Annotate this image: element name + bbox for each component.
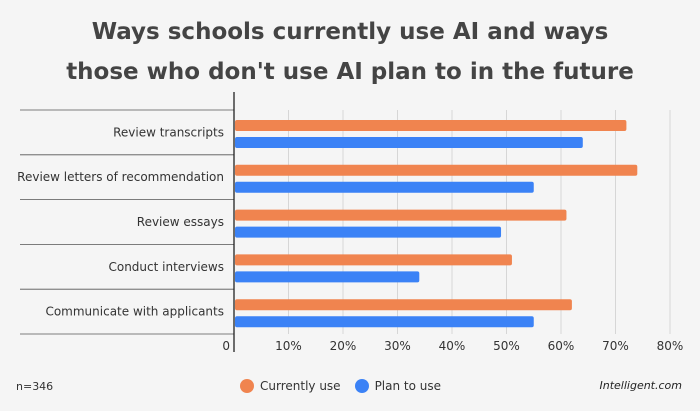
x-tick-label: 80%: [657, 339, 684, 353]
sample-size: n=346: [16, 380, 54, 393]
legend-item-plan-to-use: Plan to use: [354, 379, 442, 393]
category-label: Review transcripts: [113, 125, 224, 139]
x-tick-label: 10%: [275, 339, 302, 353]
bar-plan-to-use: [235, 137, 583, 148]
legend: Currently use Plan to use: [240, 374, 441, 398]
x-tick-label: 0: [222, 339, 230, 353]
x-tick-label: 70%: [602, 339, 629, 353]
x-tick-label: 30%: [384, 339, 411, 353]
x-tick-label: 40%: [439, 339, 466, 353]
chart-title-line-2: those who don't use AI plan to in the fu…: [66, 59, 634, 85]
bar-plan-to-use: [235, 226, 502, 238]
source-label: Intelligent.com: [599, 379, 683, 392]
category-label: Communicate with applicants: [45, 305, 224, 319]
x-tick-label: 20%: [330, 339, 357, 353]
chart-title: Ways schools currently use AI and ways t…: [0, 12, 700, 92]
category-label: Conduct interviews: [108, 260, 224, 274]
legend-item-currently-use: Currently use: [240, 379, 341, 393]
bar-currently-use: [235, 209, 567, 221]
bar-currently-use: [235, 299, 572, 311]
bar-plan-to-use: [235, 316, 534, 328]
legend-label-plan-to-use: Plan to use: [374, 379, 442, 393]
bar-plan-to-use: [235, 181, 534, 193]
bar-currently-use: [235, 120, 627, 131]
legend-swatch-plan-to-use: [354, 379, 369, 393]
category-label: Review essays: [137, 215, 224, 229]
bar-currently-use: [235, 254, 512, 266]
category-label: Review letters of recommendation: [17, 170, 224, 184]
legend-swatch-currently-use: [240, 379, 254, 393]
chart-title-line-1: Ways schools currently use AI and ways: [91, 19, 609, 45]
x-tick-label: 60%: [548, 339, 575, 353]
bar-plan-to-use: [235, 271, 420, 283]
legend-label-currently-use: Currently use: [260, 379, 341, 393]
x-tick-label: 50%: [493, 339, 520, 353]
bar-currently-use: [235, 164, 638, 176]
